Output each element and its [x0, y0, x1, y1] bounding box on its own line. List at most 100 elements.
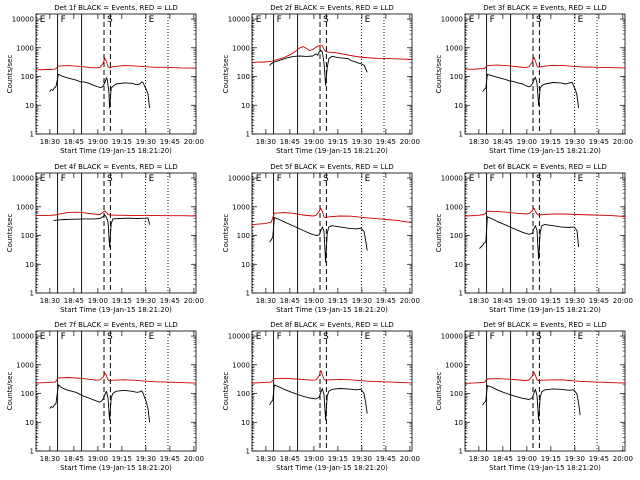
y-tick-label: 100	[450, 73, 463, 81]
x-tick-label: 19:15	[328, 297, 348, 305]
x-tick-label: 18:30	[256, 455, 276, 463]
y-tick-label: 10000	[441, 175, 463, 183]
x-tick-label: 19:45	[376, 455, 396, 463]
x-tick-label: 19:00	[304, 455, 324, 463]
x-tick-label: 20:00	[400, 297, 420, 305]
marker-label: E	[365, 15, 371, 25]
series-line-events	[53, 214, 151, 248]
panel-title: Det 7f BLACK = Events, RED = LLD	[54, 321, 177, 329]
x-tick-label: 19:30	[136, 138, 156, 146]
x-tick-label: 20:00	[613, 455, 633, 463]
x-axis-title: Start Time (19-Jan-15 18:21:20)	[489, 306, 601, 314]
x-tick-label: 18:45	[280, 297, 300, 305]
plot-frame	[251, 330, 413, 452]
y-tick-label: 1000	[445, 44, 463, 52]
panel-title: Det 3f BLACK = Events, RED = LLD	[483, 4, 606, 12]
x-tick-label: 18:30	[40, 297, 60, 305]
x-tick-label: 19:15	[112, 297, 132, 305]
marker-label: E	[469, 174, 475, 184]
x-tick-label: 19:45	[589, 138, 609, 146]
marker-label: E	[40, 174, 46, 184]
y-tick-label: 1000	[445, 361, 463, 369]
x-tick-label: 19:00	[304, 138, 324, 146]
x-tick-label: 18:45	[280, 138, 300, 146]
y-tick-label: 100	[21, 390, 34, 398]
series-line-lld	[36, 210, 197, 217]
panel-title: Det 9f BLACK = Events, RED = LLD	[483, 321, 606, 329]
x-tick-label: 18:45	[493, 138, 513, 146]
x-tick-label: 20:00	[184, 455, 204, 463]
marker-label: E	[365, 332, 371, 342]
panel-title: Det 6f BLACK = Events, RED = LLD	[483, 163, 606, 171]
x-tick-label: 19:30	[565, 297, 585, 305]
y-tick-label: 10	[454, 419, 463, 427]
panel-title: Det 5f BLACK = Events, RED = LLD	[270, 163, 393, 171]
y-tick-label: 1000	[16, 44, 34, 52]
x-tick-label: 20:00	[184, 297, 204, 305]
x-tick-label: 19:45	[376, 138, 396, 146]
x-tick-label: 18:30	[40, 455, 60, 463]
x-tick-label: 19:00	[517, 138, 537, 146]
x-tick-label: 19:15	[112, 138, 132, 146]
y-axis-title: Counts/sec	[6, 372, 14, 411]
panel-det-8: Det 8f BLACK = Events, RED = LLD 1 10 100 10…	[222, 321, 420, 472]
marker-label: E	[149, 332, 155, 342]
y-tick-label: 10000	[441, 16, 463, 24]
y-tick-label: 100	[21, 73, 34, 81]
x-tick-label: 20:00	[613, 138, 633, 146]
panel-title: Det 2f BLACK = Events, RED = LLD	[270, 4, 393, 12]
x-tick-label: 20:00	[613, 297, 633, 305]
x-tick-label: 19:30	[352, 138, 372, 146]
marker-label: S	[107, 15, 113, 25]
marker-label: F	[490, 174, 495, 184]
marker-label: S	[107, 332, 113, 342]
x-tick-label: 19:45	[589, 297, 609, 305]
y-axis-title: Counts/sec	[222, 214, 230, 253]
marker-label: S	[536, 332, 542, 342]
panel-det-1: Det 1f BLACK = Events, RED = LLD 1 10 100 10…	[6, 4, 204, 155]
y-tick-label: 100	[237, 232, 250, 240]
x-tick-label: 20:00	[400, 455, 420, 463]
x-axis-title: Start Time (19-Jan-15 18:21:20)	[60, 147, 172, 155]
x-tick-label: 19:15	[541, 455, 561, 463]
x-tick-label: 19:15	[541, 297, 561, 305]
x-axis-title: Start Time (19-Jan-15 18:21:20)	[276, 464, 388, 472]
marker-label: E	[365, 174, 371, 184]
x-tick-label: 20:00	[400, 138, 420, 146]
y-tick-label: 1	[459, 448, 463, 456]
x-tick-label: 19:30	[136, 297, 156, 305]
y-tick-label: 1000	[232, 203, 250, 211]
series-line-lld	[251, 44, 413, 63]
x-tick-label: 19:30	[136, 455, 156, 463]
marker-label: F	[277, 15, 282, 25]
y-tick-label: 1000	[232, 361, 250, 369]
x-axis-title: Start Time (19-Jan-15 18:21:20)	[60, 306, 172, 314]
x-tick-label: 18:45	[64, 455, 84, 463]
x-axis-title: Start Time (19-Jan-15 18:21:20)	[489, 147, 601, 155]
x-tick-label: 19:30	[565, 138, 585, 146]
marker-label: S	[323, 332, 329, 342]
x-tick-label: 19:30	[565, 455, 585, 463]
y-tick-label: 1	[30, 290, 34, 298]
series-line-lld	[251, 207, 413, 226]
plot-frame	[35, 13, 197, 135]
x-tick-label: 20:00	[184, 138, 204, 146]
x-axis-title: Start Time (19-Jan-15 18:21:20)	[489, 464, 601, 472]
y-tick-label: 10	[454, 261, 463, 269]
panel-det-3: Det 3f BLACK = Events, RED = LLD 1 10 100 10…	[435, 4, 633, 155]
panel-title: Det 4f BLACK = Events, RED = LLD	[54, 163, 177, 171]
marker-label: S	[323, 174, 329, 184]
x-tick-label: 19:00	[88, 297, 108, 305]
series-line-lld	[251, 369, 413, 384]
marker-label: S	[323, 15, 329, 25]
marker-label: E	[40, 15, 46, 25]
x-tick-label: 19:15	[541, 138, 561, 146]
marker-label: E	[578, 15, 584, 25]
y-tick-label: 1	[459, 131, 463, 139]
x-tick-label: 18:45	[64, 138, 84, 146]
y-axis-title: Counts/sec	[435, 372, 443, 411]
marker-label: F	[277, 332, 282, 342]
y-axis-title: Counts/sec	[435, 55, 443, 94]
panel-det-6: Det 6f BLACK = Events, RED = LLD 1 10 100 10…	[435, 163, 633, 314]
